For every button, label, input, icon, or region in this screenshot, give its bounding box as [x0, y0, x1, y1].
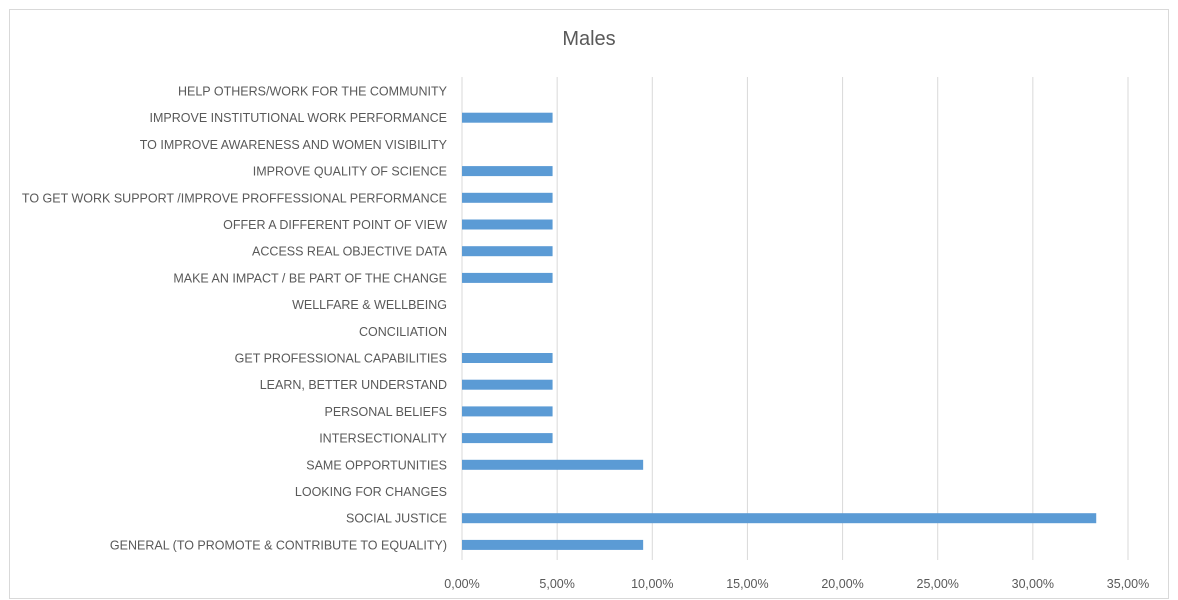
bar	[462, 219, 553, 230]
category-label: SOCIAL JUSTICE	[346, 512, 447, 526]
category-label: LOOKING FOR CHANGES	[295, 485, 447, 499]
bar	[462, 513, 1097, 524]
chart-title: Males	[562, 28, 616, 50]
category-label: GENERAL (TO PROMOTE & CONTRIBUTE TO EQUA…	[110, 538, 447, 552]
chart-area	[9, 9, 1169, 599]
category-label: HELP OTHERS/WORK FOR THE COMMUNITY	[178, 85, 448, 99]
category-label: CONCILIATION	[359, 325, 447, 339]
bar	[462, 246, 553, 257]
category-label: IMPROVE INSTITUTIONAL WORK PERFORMANCE	[150, 111, 447, 125]
x-tick-label: 35,00%	[1107, 577, 1149, 591]
bar	[462, 379, 553, 390]
category-label: MAKE AN IMPACT / BE PART OF THE CHANGE	[173, 271, 447, 285]
bar	[462, 112, 553, 123]
x-tick-label: 25,00%	[917, 577, 959, 591]
x-tick-label: 30,00%	[1012, 577, 1054, 591]
category-label: PERSONAL BELIEFS	[325, 405, 448, 419]
category-label: LEARN, BETTER UNDERSTAND	[260, 378, 447, 392]
bar	[462, 459, 644, 470]
bar	[462, 353, 553, 363]
category-label: OFFER A DIFFERENT POINT OF VIEW	[223, 218, 447, 232]
x-tick-label: 20,00%	[821, 577, 863, 591]
category-label: TO IMPROVE AWARENESS AND WOMEN VISIBILIT…	[140, 138, 448, 152]
category-label: INTERSECTIONALITY	[319, 432, 447, 446]
bar	[462, 406, 553, 417]
category-label: WELLFARE & WELLBEING	[292, 298, 447, 312]
category-label: IMPROVE QUALITY OF SCIENCE	[253, 165, 447, 179]
category-label: ACCESS REAL OBJECTIVE DATA	[252, 245, 448, 259]
category-label: TO GET WORK SUPPORT /IMPROVE PROFFESSION…	[22, 191, 447, 205]
bar	[462, 192, 553, 203]
bar	[462, 539, 644, 550]
bar	[462, 272, 553, 283]
x-tick-label: 10,00%	[631, 577, 673, 591]
category-label: GET PROFESSIONAL CAPABILITIES	[235, 352, 447, 366]
bar	[462, 433, 553, 444]
category-label: SAME OPPORTUNITIES	[306, 458, 447, 472]
x-tick-label: 15,00%	[726, 577, 768, 591]
bar	[462, 166, 553, 177]
x-tick-label: 5,00%	[539, 577, 574, 591]
x-tick-label: 0,00%	[444, 577, 479, 591]
